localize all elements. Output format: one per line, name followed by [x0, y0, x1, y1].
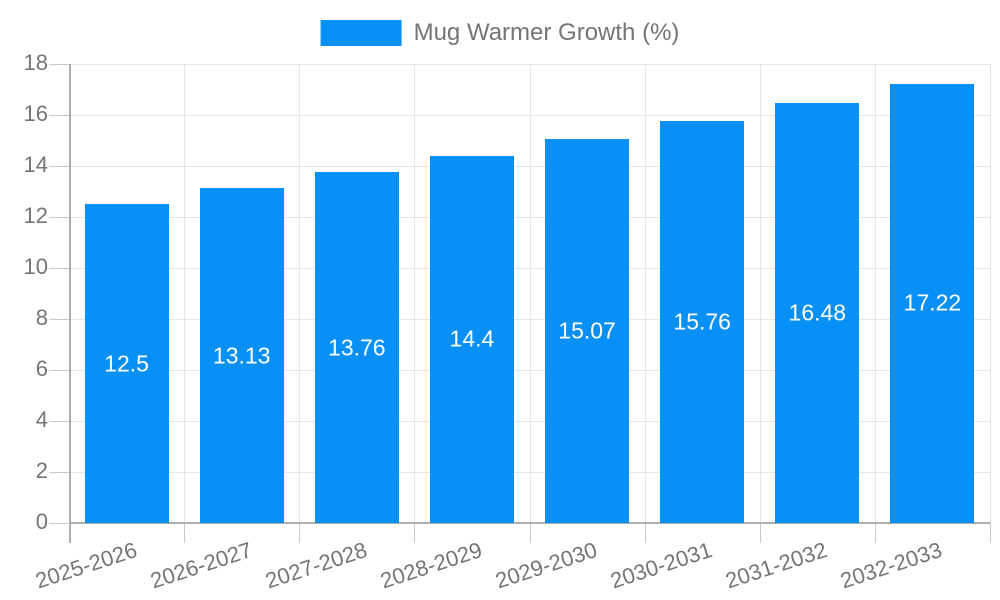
gridline-vertical	[759, 64, 761, 523]
y-axis-tick	[49, 523, 69, 524]
bar	[660, 121, 745, 523]
x-axis-tick	[990, 523, 991, 543]
bar-value-label: 16.48	[788, 299, 847, 326]
gridline-vertical	[184, 64, 186, 523]
legend-swatch	[320, 20, 402, 46]
y-axis-tick	[49, 472, 69, 473]
x-axis-tick	[184, 523, 186, 543]
y-tick-label: 18	[23, 50, 48, 76]
y-tick-label: 10	[23, 254, 48, 280]
y-axis-line	[69, 64, 71, 543]
y-axis-tick	[49, 115, 69, 116]
y-axis-tick	[49, 166, 69, 167]
gridline-vertical	[299, 64, 301, 523]
bar	[314, 172, 399, 523]
y-axis-tick	[49, 319, 69, 320]
x-axis-tick	[644, 523, 646, 543]
y-tick-label: 4	[35, 407, 48, 433]
bar	[84, 204, 169, 523]
y-tick-label: 12	[23, 203, 48, 229]
x-axis-tick	[414, 523, 416, 543]
bar	[775, 102, 860, 523]
gridline-vertical	[529, 64, 531, 523]
bar-value-label: 12.5	[104, 350, 149, 377]
gridline-vertical	[414, 64, 416, 523]
bar	[429, 155, 514, 523]
x-axis-line	[69, 522, 990, 524]
gridline-vertical	[874, 64, 876, 523]
y-axis-tick	[49, 217, 69, 218]
y-tick-label: 8	[35, 305, 48, 331]
bar-value-label: 15.07	[558, 317, 616, 344]
x-axis-tick	[299, 523, 301, 543]
y-tick-label: 6	[35, 356, 48, 382]
bar-value-label: 15.76	[673, 308, 731, 335]
y-tick-label: 0	[35, 509, 48, 535]
y-tick-label: 2	[35, 458, 48, 484]
y-axis-tick	[49, 370, 69, 371]
y-tick-label: 14	[23, 152, 48, 178]
bar	[545, 138, 630, 523]
x-axis-tick	[759, 523, 761, 543]
legend: Mug Warmer Growth (%)	[320, 19, 680, 47]
x-axis-tick	[874, 523, 876, 543]
y-axis-tick	[49, 64, 69, 65]
legend-label: Mug Warmer Growth (%)	[413, 19, 680, 46]
bar	[890, 83, 975, 523]
bar-value-label: 14.4	[449, 325, 495, 352]
x-axis-tick	[529, 523, 531, 543]
bar-value-label: 13.13	[212, 342, 271, 369]
y-axis-tick	[49, 421, 69, 422]
y-axis-tick	[49, 268, 69, 269]
bar-value-label: 13.76	[328, 334, 386, 361]
gridline-vertical	[644, 64, 646, 523]
bar-value-label: 17.22	[903, 289, 962, 316]
gridline-vertical	[990, 64, 991, 523]
y-tick-label: 16	[23, 101, 48, 127]
bar	[199, 188, 284, 523]
